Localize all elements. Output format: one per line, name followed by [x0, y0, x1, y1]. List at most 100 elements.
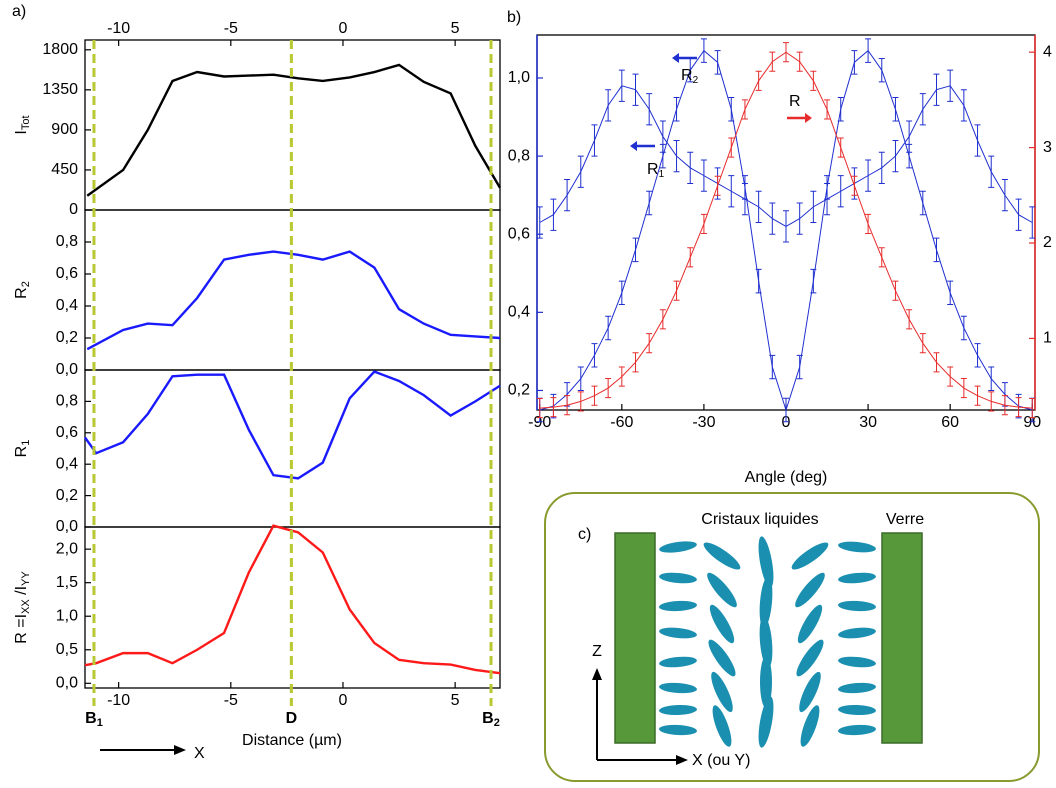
- error-bar: [591, 124, 598, 157]
- text-part: R: [789, 93, 801, 110]
- error-bar: [960, 89, 967, 122]
- error-bar: [947, 280, 954, 306]
- error-bar: [865, 213, 872, 234]
- x-tick-label: -5: [224, 692, 238, 709]
- lc-molecule: [703, 542, 741, 570]
- y-tick-label: 0,8: [56, 233, 78, 250]
- x-tick-label: 5: [451, 692, 460, 709]
- data-line: [539, 85, 1033, 227]
- error-bar: [741, 175, 748, 200]
- y-tick-label: 450: [51, 161, 78, 178]
- lc-molecule: [758, 696, 774, 748]
- error-bar: [741, 99, 748, 120]
- error-bar: [659, 143, 666, 169]
- y-tick-label: 0,6: [508, 225, 530, 242]
- error-bar: [550, 198, 557, 231]
- direction-label: X: [194, 745, 205, 762]
- x-tick-label: 0: [339, 692, 348, 709]
- lc-molecule: [712, 705, 732, 747]
- error-bar: [837, 175, 844, 208]
- error-bar: [577, 366, 584, 391]
- text-part: 2: [20, 281, 32, 287]
- lc-molecule: [659, 724, 697, 736]
- lc-molecule: [759, 576, 773, 628]
- lc-molecule: [838, 724, 876, 736]
- y-tick-label: 0,6: [56, 265, 78, 282]
- error-bar: [673, 280, 680, 301]
- lc-molecule: [659, 541, 697, 553]
- y-tick-label: 0,4: [56, 455, 78, 472]
- lc-molecule: [791, 542, 829, 570]
- error-bar: [906, 309, 913, 330]
- boundary-label: D: [286, 710, 298, 727]
- arrow-head: [805, 113, 812, 123]
- error-bar: [974, 124, 981, 157]
- lc-molecule: [708, 639, 736, 677]
- lc-molecule: [711, 671, 733, 713]
- text-part: 1: [20, 440, 32, 446]
- boundary-label: B1: [85, 710, 103, 729]
- lc-molecule: [659, 627, 697, 639]
- diagram-frame: [544, 492, 1040, 782]
- error-bar: [851, 175, 858, 196]
- arrow-head: [676, 755, 688, 765]
- error-bar: [865, 159, 872, 192]
- error-bar: [646, 190, 653, 216]
- error-bar: [769, 202, 776, 235]
- error-bar: [851, 50, 858, 75]
- arrow-head: [672, 53, 679, 63]
- x-tick-label: -10: [107, 20, 130, 37]
- x-tick-label: 30: [859, 414, 877, 431]
- error-bar: [536, 398, 543, 419]
- x-tick-label: -60: [610, 414, 633, 431]
- text-part: R: [13, 446, 30, 458]
- lc-molecule: [659, 682, 697, 694]
- diagram-text: X (ou Y): [692, 752, 750, 769]
- text-part: Tot: [20, 115, 32, 130]
- series-annotation: R2: [681, 67, 699, 85]
- error-bar: [564, 179, 571, 212]
- error-bar: [728, 137, 735, 158]
- error-bar: [796, 51, 803, 72]
- error-bar: [919, 333, 926, 354]
- diagram-text: Verre: [886, 511, 924, 528]
- lc-molecule: [838, 682, 876, 694]
- text-part: 1: [659, 169, 665, 180]
- error-bar: [728, 175, 735, 208]
- y-tick-label: 2,0: [56, 540, 78, 557]
- error-bar: [536, 206, 543, 239]
- lc-molecule: [709, 604, 735, 644]
- y-tick-label: 1350: [42, 81, 78, 98]
- error-bar: [632, 352, 639, 373]
- error-bar: [810, 70, 817, 91]
- y-tick-label: 0,2: [56, 487, 78, 504]
- text-part: B: [85, 710, 97, 727]
- error-bar: [878, 247, 885, 268]
- error-bar: [659, 309, 666, 330]
- error-bar: [605, 315, 612, 341]
- error-bar: [1015, 198, 1022, 231]
- error-bar: [796, 202, 803, 235]
- error-bar: [783, 42, 789, 63]
- lc-molecule: [659, 656, 697, 668]
- error-bar: [714, 175, 721, 196]
- data-line: [84, 524, 501, 675]
- error-bar: [892, 139, 899, 173]
- y2-tick-label: 2: [1043, 234, 1052, 251]
- y-axis-label: R2: [13, 281, 32, 299]
- y-tick-label: 0,0: [56, 518, 78, 535]
- error-bar: [974, 343, 981, 368]
- error-bar: [988, 391, 995, 412]
- lc-molecule: [659, 704, 697, 716]
- error-bar: [783, 397, 789, 423]
- y-tick-label: 0,0: [56, 675, 78, 692]
- error-bar: [878, 57, 885, 83]
- text-part: 2: [693, 75, 699, 86]
- lc-molecule: [796, 639, 824, 677]
- y-axis-label: ITot: [13, 115, 32, 134]
- error-bar: [783, 210, 789, 243]
- text-part: I: [13, 130, 30, 134]
- error-bar: [605, 89, 612, 122]
- error-bar: [1015, 397, 1022, 418]
- error-bar: [824, 175, 831, 200]
